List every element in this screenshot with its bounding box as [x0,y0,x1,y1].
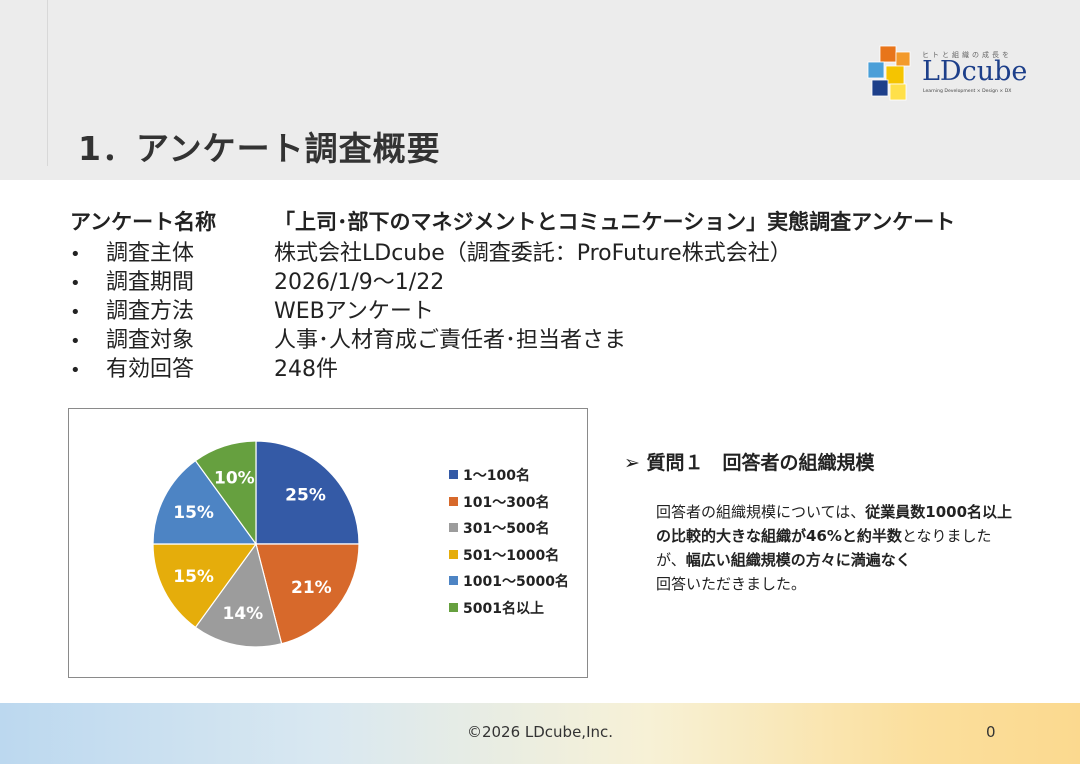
logo-cube-block [889,83,907,101]
survey-item-key: • 調査対象 [70,322,194,354]
legend-label: 1001～5000名 [463,574,569,590]
logo-cube-block [867,61,885,79]
pie-slice [194,440,257,546]
survey-item-key: • 調査主体 [70,235,194,267]
page-title: 1．アンケート調査概要 [78,129,441,168]
pie-slice [152,543,258,629]
pie-slice [255,440,360,545]
bullet-icon: • [70,331,81,352]
desc-part-1: 回答者の組織規模については、 [656,503,866,521]
pie-slice [194,542,283,648]
question-description: 回答者の組織規模については、従業員数1000名以上の比較的大きな組織が46%と約… [656,500,1016,596]
desc-part-3: 回答いただきました。 [656,575,807,593]
logo-cube-block [871,79,889,97]
survey-name-key: アンケート名称 [70,210,217,234]
pie-slice [152,459,258,545]
survey-item-value: 人事･人材育成ご責任者･担当者さま [274,328,627,353]
survey-item-key: • 調査方法 [70,293,194,325]
pie-data-label: 15% [173,503,214,523]
logo-subtitle: Learning Development × Design × DX [923,89,1012,94]
pie-slice [255,543,360,645]
survey-item-key-text: 有効回答 [106,357,195,382]
legend-label: 501～1000名 [463,547,560,564]
arrow-bullet-icon: ➢ [624,452,640,474]
logo-tagline: ヒトと組織の成長を [922,51,1012,59]
bullet-icon: • [70,302,81,323]
header-divider [47,0,48,166]
slide-header: 1．アンケート調査概要 ヒトと組織の成長を LDcube Learning De… [0,0,1080,180]
pie-data-label: 14% [223,604,264,624]
bullet-icon: • [70,360,81,381]
logo-cube-block [879,45,897,63]
survey-item-value: 2026/1/9～1/22 [274,270,445,295]
legend-swatch [449,496,458,506]
survey-item-key-text: 調査主体 [106,241,195,266]
survey-item-key-text: 調査方法 [106,299,195,324]
survey-item-key-text: 調査期間 [106,270,195,295]
pie-data-label: 15% [173,567,214,587]
legend-swatch [449,549,458,559]
pie-data-label: 10% [214,468,255,488]
question-title: ➢ 質問１ 回答者の組織規模 [624,448,875,475]
survey-item-value: 株式会社LDcube（調査委託：ProFuture株式会社） [274,241,792,266]
page-number: 0 [986,723,996,741]
survey-item-value: WEBアンケート [274,299,434,324]
survey-name-value: 「上司･部下のマネジメントとコミュニケーション」実態調査アンケート [274,210,956,234]
legend-label: 301～500名 [463,521,550,537]
survey-item-key-text: 調査対象 [106,328,195,353]
pie-data-label: 25% [285,485,326,505]
legend-swatch [449,576,458,585]
desc-bold-2: 幅広い組織規模の方々に満遍なく [685,551,911,569]
bullet-icon: • [70,273,81,294]
logo-name: LDcube [922,56,1028,87]
question-title-text: 質問１ 回答者の組織規模 [646,452,875,474]
pie-data-label: 21% [291,578,332,598]
survey-item-key: • 調査期間 [70,264,194,296]
legend-label: 5001名以上 [463,600,544,617]
pie-chart-plot: 25%21%14%15%15%10% [152,440,360,648]
logo-cube-block [895,51,911,67]
legend-swatch [449,470,458,479]
survey-item-value: 248件 [274,357,338,382]
legend-label: 1～100名 [463,468,530,484]
legend-swatch [449,523,458,532]
legend-label: 101～300名 [463,494,550,511]
cube-logo-icon [867,45,911,101]
pie-chart: 25% 21% 14% 15% 15% 10% 1～100名 101～300名 301～500… [68,408,588,678]
ldcube-logo: ヒトと組織の成長を LDcube Learning Development × … [866,44,1028,104]
survey-item-key: • 有効回答 [70,351,194,383]
logo-cube-block [885,65,905,85]
bullet-icon: • [70,244,81,265]
slide-footer: ©2026 LDcube,Inc. 0 [0,703,1080,764]
copyright: ©2026 LDcube,Inc. [466,723,614,741]
legend-swatch [449,602,458,612]
desc-bold-1: 従業員数1000名以上の比較的大きな組織が46%と約半数 [656,503,1013,545]
desc-part-2: となりましたが、 [656,527,992,569]
